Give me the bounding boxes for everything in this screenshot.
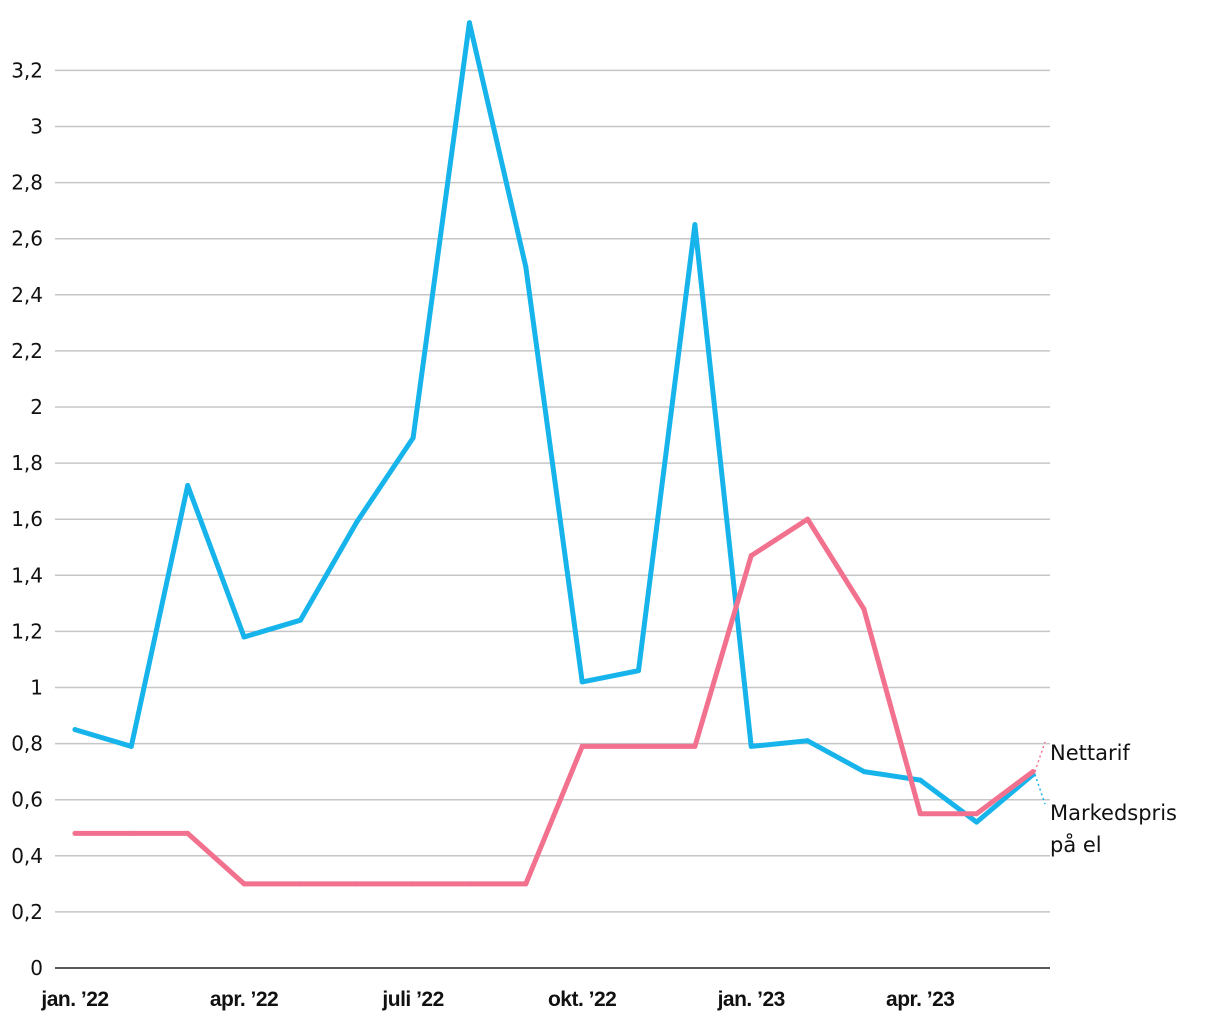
data-point bbox=[354, 881, 360, 887]
y-tick-label: 2,4 bbox=[11, 283, 43, 307]
series-label: Markedspris bbox=[1050, 801, 1177, 825]
y-tick-label: 0,4 bbox=[11, 844, 43, 868]
data-point bbox=[466, 20, 472, 26]
data-point bbox=[72, 830, 78, 836]
x-tick-label: juli ’22 bbox=[381, 988, 443, 1011]
y-tick-label: 2,2 bbox=[11, 339, 43, 363]
y-axis-ticks: 0 0,2 0,4 0,6 0,8 1 1,2 1,4 1,6 1,8 2 2,2 2,4 2,6 2,8 3… bbox=[11, 58, 43, 980]
data-point bbox=[128, 743, 134, 749]
y-tick-label: 3 bbox=[30, 115, 43, 139]
data-point bbox=[1030, 769, 1036, 775]
series-label: på el bbox=[1050, 832, 1102, 857]
series-label: Nettarif bbox=[1050, 741, 1130, 765]
series-line-0 bbox=[72, 20, 1036, 825]
data-point bbox=[748, 553, 754, 559]
data-point bbox=[974, 811, 980, 817]
y-tick-label: 1,2 bbox=[11, 619, 43, 643]
series-line-1 bbox=[72, 516, 1036, 887]
data-point bbox=[523, 881, 529, 887]
data-point bbox=[241, 634, 247, 640]
data-point bbox=[354, 519, 360, 525]
y-tick-label: 2,6 bbox=[11, 227, 43, 251]
data-point bbox=[579, 743, 585, 749]
data-point bbox=[861, 769, 867, 775]
y-tick-label: 1,4 bbox=[11, 563, 43, 587]
y-tick-label: 0 bbox=[30, 956, 43, 980]
data-point bbox=[917, 777, 923, 783]
data-point bbox=[523, 264, 529, 270]
x-tick-label: apr. ’22 bbox=[210, 988, 278, 1011]
data-point bbox=[579, 679, 585, 685]
data-point bbox=[861, 606, 867, 612]
y-tick-label: 2 bbox=[30, 395, 43, 419]
data-point bbox=[974, 819, 980, 825]
x-tick-label: jan. ’22 bbox=[40, 988, 108, 1011]
series-labels: Markedspris på el Nettarif bbox=[1034, 741, 1177, 857]
y-tick-label: 0,6 bbox=[11, 788, 43, 812]
data-point bbox=[636, 743, 641, 749]
data-point bbox=[692, 743, 698, 749]
y-tick-label: 0,8 bbox=[11, 732, 43, 756]
x-axis-ticks: jan. ’22 apr. ’22 juli ’22 okt. ’22 jan. ’23… bbox=[40, 988, 955, 1011]
data-point bbox=[748, 743, 754, 749]
y-tick-label: 1,6 bbox=[11, 507, 43, 531]
data-point bbox=[917, 811, 923, 817]
gridlines bbox=[55, 69, 1050, 969]
y-tick-label: 2,8 bbox=[11, 171, 43, 195]
data-point bbox=[72, 727, 78, 733]
data-point bbox=[410, 881, 416, 887]
data-point bbox=[805, 738, 811, 744]
y-tick-label: 3,2 bbox=[11, 58, 43, 82]
series-leader-line bbox=[1034, 741, 1046, 772]
data-point bbox=[805, 516, 811, 522]
data-point bbox=[185, 830, 191, 836]
data-point bbox=[636, 668, 641, 674]
data-point bbox=[692, 222, 698, 228]
data-point bbox=[128, 830, 134, 836]
data-point bbox=[410, 435, 416, 441]
y-tick-label: 0,2 bbox=[11, 900, 43, 924]
data-point bbox=[241, 881, 247, 887]
data-point bbox=[297, 881, 303, 887]
x-tick-label: okt. ’22 bbox=[548, 988, 616, 1011]
x-tick-label: jan. ’23 bbox=[717, 988, 785, 1011]
x-tick-label: apr. ’23 bbox=[886, 988, 954, 1011]
y-tick-label: 1,8 bbox=[11, 451, 43, 475]
y-tick-label: 1 bbox=[30, 676, 43, 700]
data-point bbox=[297, 617, 303, 623]
data-point bbox=[185, 483, 191, 489]
data-point bbox=[466, 881, 472, 887]
series-leader-line bbox=[1034, 774, 1046, 805]
series-lines bbox=[72, 20, 1036, 887]
